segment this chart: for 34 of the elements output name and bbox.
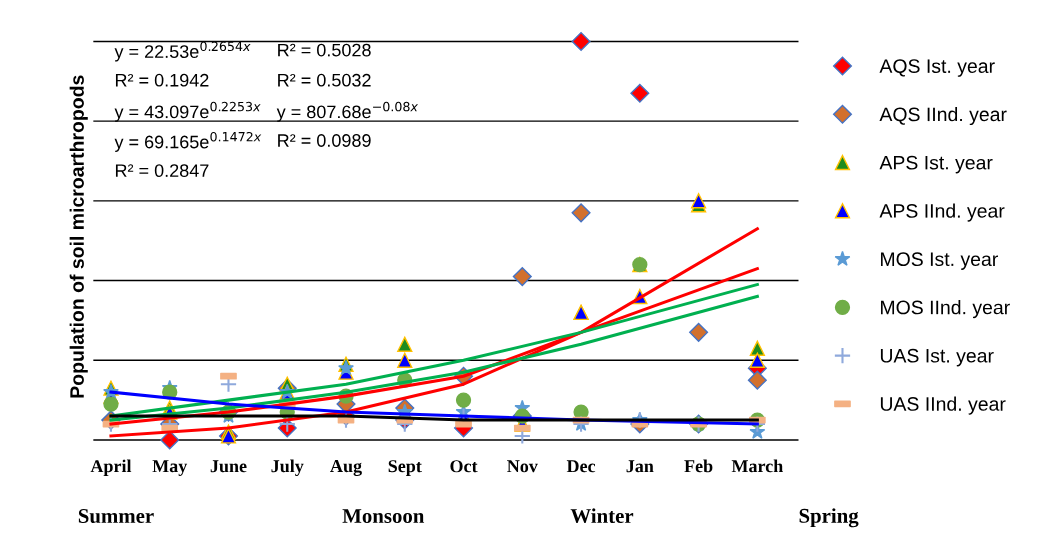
annotation: R² = 0.5032 — [278, 73, 371, 87]
text: Monsoon — [342, 509, 425, 524]
annotation: R² = 0.0989 — [278, 134, 371, 147]
text: Winter — [570, 508, 634, 524]
annotation: y = 69.165e$^{0.1472x}$ — [114, 131, 262, 152]
y-axis-title: Population of soil microarthropods — [69, 75, 88, 398]
legend-label: UAS Ist. year — [880, 348, 994, 367]
legend-label: APS Ist. year — [879, 155, 993, 174]
x-tick-label: Jan — [626, 460, 654, 473]
x-tick-label: Aug — [330, 460, 362, 476]
annotation: R² = 0.1942 — [115, 73, 209, 87]
annotation: y = 22.53e$^{0.2654x}$ — [114, 41, 251, 62]
annotation: y = 43.097e$^{0.2253x}$ — [114, 101, 261, 122]
text: Summer — [78, 509, 154, 524]
legend-label: UAS IInd. year — [880, 396, 1006, 415]
x-tick-label: Sept — [388, 460, 422, 476]
legend-label: MOS Ist. year — [881, 252, 998, 270]
x-tick-label: July — [271, 459, 304, 476]
legend-label: MOS IInd. year — [881, 300, 1010, 319]
annotation: R² = 0.2847 — [115, 164, 209, 178]
x-tick-label: March — [731, 459, 783, 473]
annotation: R² = 0.5028 — [278, 43, 371, 57]
text: Spring — [799, 508, 859, 528]
x-tick-label: Oct — [450, 460, 478, 473]
x-tick-label: Dec — [566, 460, 596, 473]
annotation: y = 807.68e$^{−0.08x}$ — [276, 101, 419, 122]
legend-label: APS IInd. year — [879, 203, 1005, 222]
x-tick-label: April — [90, 459, 132, 476]
legend-label: AQS IInd. year — [879, 107, 1007, 126]
x-tick-label: June — [210, 460, 247, 473]
x-tick-label: Nov — [507, 460, 538, 473]
x-tick-label: Feb — [684, 459, 713, 473]
legend-label: AQS Ist. year — [879, 59, 995, 77]
x-tick-label: May — [152, 460, 188, 476]
